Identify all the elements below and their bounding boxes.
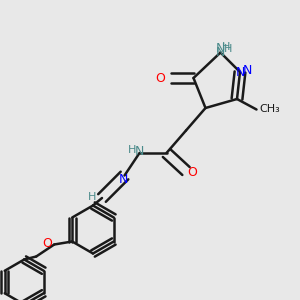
Text: H: H — [222, 42, 231, 52]
Text: O: O — [188, 166, 197, 179]
Text: H: H — [88, 191, 96, 202]
Text: O: O — [42, 237, 52, 250]
Text: N: N — [135, 145, 144, 158]
Text: H: H — [224, 44, 232, 55]
Text: N: N — [243, 64, 252, 77]
Text: N: N — [216, 46, 225, 59]
Text: N: N — [235, 65, 245, 79]
Text: N: N — [118, 172, 128, 186]
Text: N: N — [216, 41, 225, 55]
Text: O: O — [156, 71, 166, 85]
Text: H: H — [128, 145, 136, 155]
Text: CH₃: CH₃ — [260, 104, 280, 115]
